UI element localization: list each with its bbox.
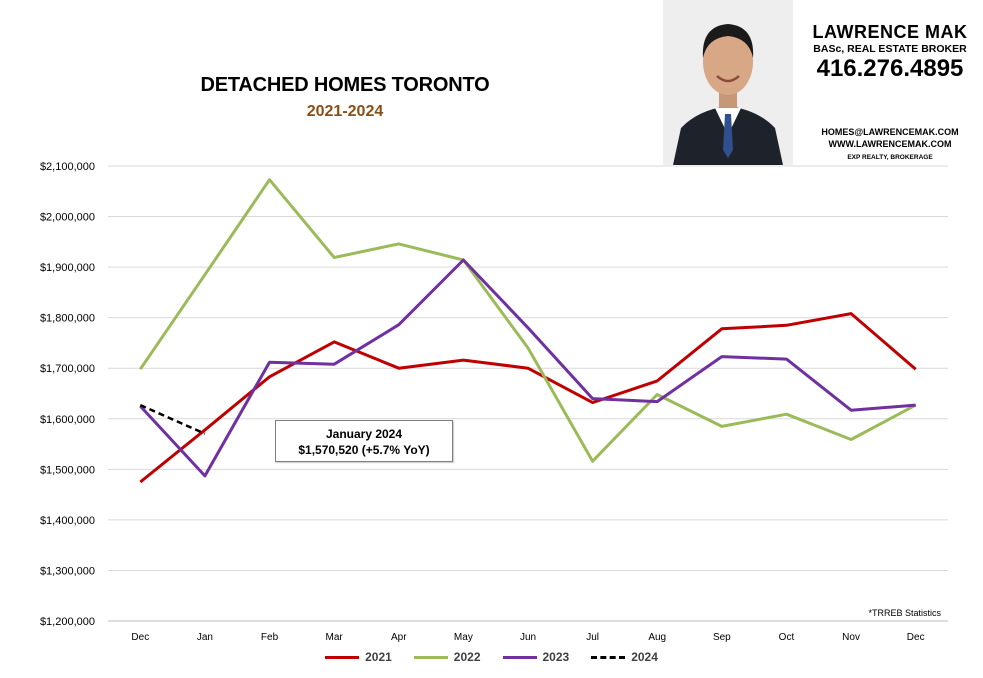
legend-label-2022: 2022	[453, 650, 481, 664]
y-tick-label: $1,700,000	[40, 363, 95, 375]
annotation-callout: January 2024 $1,570,520 (+5.7% YoY)	[275, 420, 453, 462]
chart-subtitle: 2021-2024	[306, 103, 384, 120]
series-lines	[139, 178, 917, 484]
agent-phone: 416.276.4895	[816, 55, 964, 82]
series-line-2024	[139, 403, 206, 435]
series-line-2023	[139, 258, 916, 478]
x-tick-label: Sep	[713, 632, 731, 643]
agent-email: HOMES@LAWRENCEMAK.COM	[821, 127, 959, 137]
chart-title: DETACHED HOMES TORONTO	[200, 74, 490, 96]
legend-swatch-2022	[413, 655, 448, 659]
legend-item-2023: 2023	[502, 650, 570, 664]
series-line-2022	[139, 178, 917, 463]
legend-label-2023: 2023	[542, 650, 570, 664]
x-tick-label: Apr	[391, 632, 407, 643]
x-tick-label: Jun	[520, 632, 536, 643]
y-tick-label: $1,400,000	[40, 515, 95, 527]
y-tick-label: $2,100,000	[40, 161, 95, 173]
agent-brokerage: EXP REALTY, BROKERAGE	[847, 154, 933, 161]
x-tick-label: Mar	[326, 632, 344, 643]
series-line-2021	[139, 312, 917, 484]
agent-photo	[663, 0, 793, 165]
agent-name: LAWRENCE MAK	[812, 22, 968, 42]
agent-role: BASc, REAL ESTATE BROKER	[813, 43, 967, 55]
x-tick-label: Dec	[131, 632, 149, 643]
y-axis-tick-labels: $1,200,000 $1,300,000 $1,400,000 $1,500,000…	[40, 161, 95, 628]
y-tick-label: $1,600,000	[40, 414, 95, 426]
annotation-line1: January 2024	[325, 427, 403, 441]
agent-portrait-image	[663, 0, 793, 165]
agent-website: WWW.LAWRENCEMAK.COM	[828, 139, 952, 149]
x-tick-label: Jan	[197, 632, 213, 643]
y-tick-label: $1,300,000	[40, 565, 95, 577]
x-tick-label: Aug	[648, 632, 666, 643]
legend-item-2021: 2021	[325, 650, 392, 664]
chart-legend: 2021 2022 2023 2024	[0, 650, 983, 664]
legend-swatch-2021	[325, 655, 360, 659]
legend-item-2024: 2024	[591, 650, 658, 664]
x-axis-tick-labels: Dec Jan Feb Mar Apr May Jun Jul Aug Sep Oct Nov Dec	[131, 632, 924, 643]
x-tick-label: Jul	[586, 632, 599, 643]
y-tick-label: $1,500,000	[40, 464, 95, 476]
x-tick-label: Oct	[779, 632, 795, 643]
legend-label-2021: 2021	[365, 650, 392, 664]
y-tick-label: $2,000,000	[40, 212, 95, 224]
y-tick-label: $1,800,000	[40, 313, 95, 325]
legend-swatch-2023	[502, 655, 537, 659]
source-note: *TRREB Statistics	[868, 608, 941, 618]
legend-swatch-2024	[591, 655, 626, 659]
legend-label-2024: 2024	[631, 650, 658, 664]
y-tick-label: $1,200,000	[40, 616, 95, 628]
x-tick-label: Feb	[261, 632, 279, 643]
annotation-line2: $1,570,520 (+5.7% YoY)	[298, 443, 430, 457]
x-tick-label: May	[454, 632, 473, 643]
legend-item-2022: 2022	[413, 650, 481, 664]
y-tick-label: $1,900,000	[40, 262, 95, 274]
x-tick-label: Dec	[907, 632, 925, 643]
x-tick-label: Nov	[842, 632, 860, 643]
